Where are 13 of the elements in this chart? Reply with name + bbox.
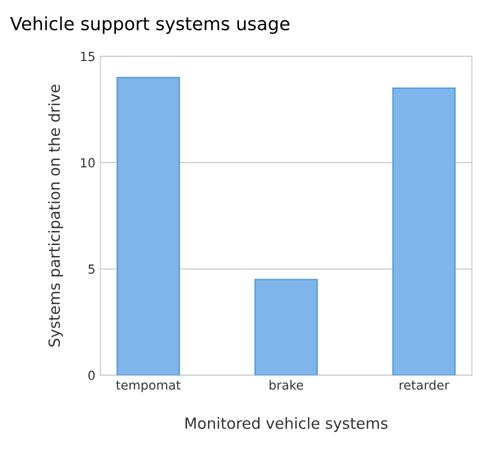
x-tick-label: brake bbox=[270, 380, 304, 390]
x-tick-label: tempomat bbox=[116, 380, 181, 392]
chart-title: Vehicle support systems usage bbox=[10, 16, 290, 34]
x-tick-label: retarder bbox=[400, 380, 450, 390]
y-axis-title: Systems participation on the drive bbox=[48, 84, 63, 347]
y-tick-label: 15 bbox=[81, 52, 94, 62]
y-tick-label: 5 bbox=[88, 264, 94, 274]
bar bbox=[116, 76, 180, 376]
y-tick-label: 10 bbox=[81, 158, 95, 168]
bar bbox=[254, 278, 318, 376]
y-tick-label: 0 bbox=[88, 370, 95, 380]
bar bbox=[392, 87, 456, 376]
x-axis-title: Monitored vehicle systems bbox=[186, 417, 388, 432]
